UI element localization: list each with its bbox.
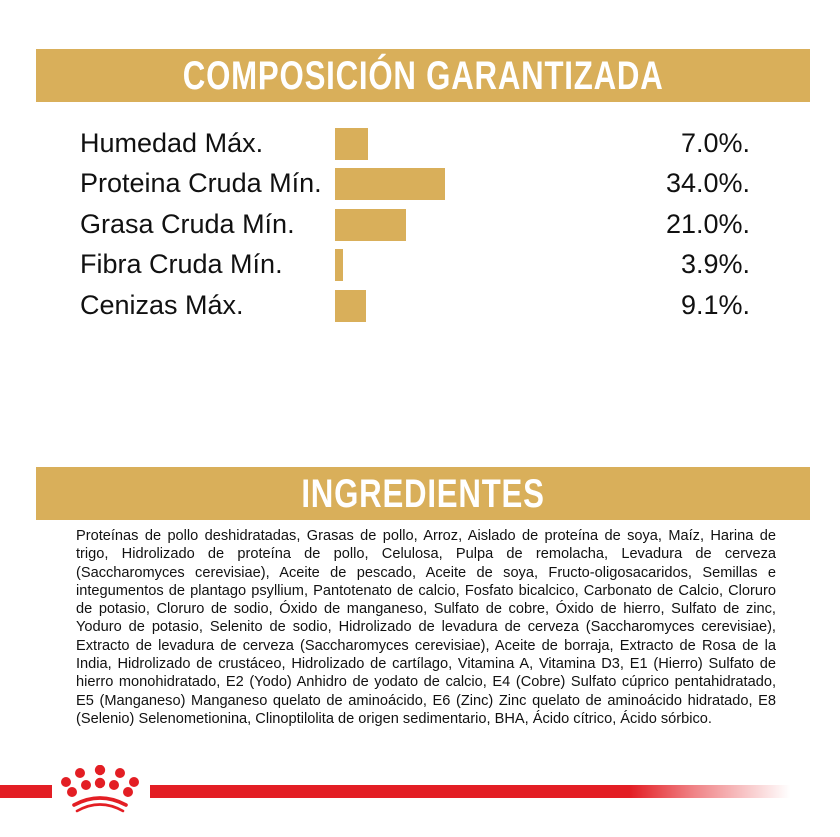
composition-header-banner: COMPOSICIÓN GARANTIZADA xyxy=(36,49,810,102)
composition-row-fibra: Fibra Cruda Mín. 3.9%. xyxy=(80,246,750,286)
ingredients-title: INGREDIENTES xyxy=(301,471,545,516)
row-label: Grasa Cruda Mín. xyxy=(80,209,295,239)
row-value: 21.0%. xyxy=(665,209,750,239)
ingredients-text: Proteínas de pollo deshidratadas, Grasas… xyxy=(76,528,776,727)
row-value: 9.1%. xyxy=(680,290,750,320)
row-bar xyxy=(335,168,445,200)
row-bar xyxy=(335,209,406,241)
row-bar xyxy=(335,128,368,160)
footer-red-line-left xyxy=(0,785,52,798)
row-bar xyxy=(335,249,343,281)
composition-title: COMPOSICIÓN GARANTIZADA xyxy=(182,53,664,98)
ingredients-header-banner: INGREDIENTES xyxy=(36,467,810,520)
row-value: 34.0%. xyxy=(665,168,750,198)
royal-canin-crown-icon xyxy=(61,765,139,813)
composition-row-humedad: Humedad Máx. 7.0%. xyxy=(80,125,750,165)
footer-red-line-right xyxy=(150,785,790,798)
composition-row-grasa: Grasa Cruda Mín. 21.0%. xyxy=(80,206,750,246)
row-value: 3.9%. xyxy=(680,249,750,279)
row-label: Cenizas Máx. xyxy=(80,290,244,320)
row-label: Humedad Máx. xyxy=(80,128,264,158)
row-label: Proteina Cruda Mín. xyxy=(80,168,322,198)
row-bar xyxy=(335,290,366,322)
composition-row-proteina: Proteina Cruda Mín. 34.0%. xyxy=(80,165,750,205)
composition-row-cenizas: Cenizas Máx. 9.1%. xyxy=(80,287,750,327)
row-value: 7.0%. xyxy=(680,128,750,158)
row-label: Fibra Cruda Mín. xyxy=(80,249,283,279)
